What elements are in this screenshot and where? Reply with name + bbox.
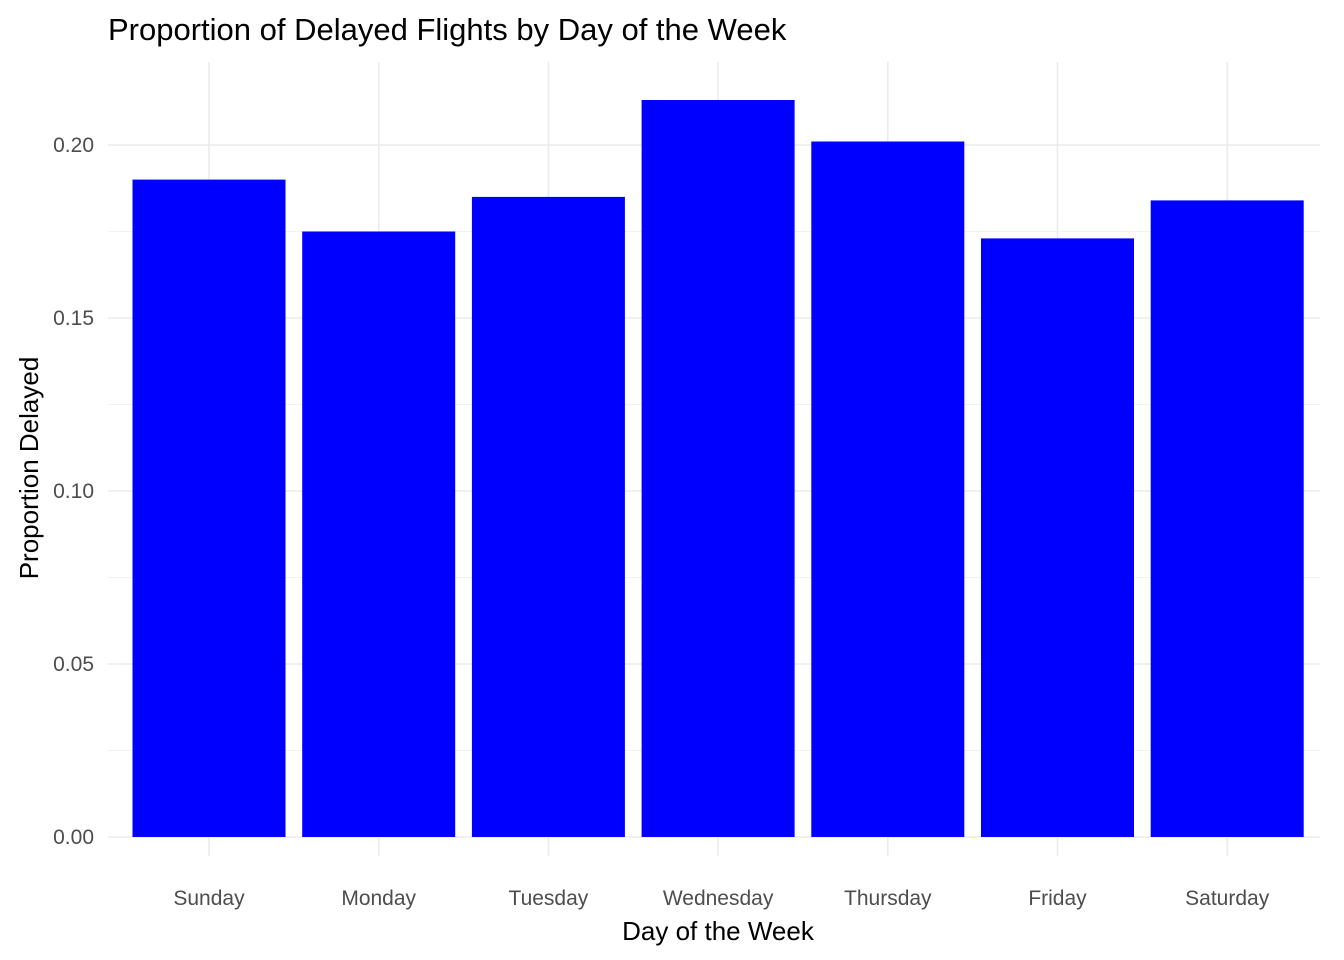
bar-tuesday — [471, 196, 625, 837]
y-tick-label: 0.15 — [53, 307, 94, 330]
x-tick-label: Friday — [1028, 887, 1087, 910]
x-tick-label: Tuesday — [509, 887, 589, 910]
y-tick-label: 0.10 — [53, 480, 94, 503]
bar-wednesday — [641, 100, 795, 837]
x-tick-label: Monday — [341, 887, 416, 910]
x-axis-label: Day of the Week — [622, 916, 815, 946]
y-axis-ticks: 0.00 0.05 0.10 0.15 0.20 — [53, 134, 94, 849]
x-tick-label: Wednesday — [663, 887, 774, 910]
bar-sunday — [132, 179, 286, 838]
y-tick-label: 0.05 — [53, 653, 94, 676]
bars — [132, 100, 1304, 838]
chart-title: Proportion of Delayed Flights by Day of … — [108, 12, 787, 47]
y-tick-label: 0.20 — [53, 134, 94, 157]
y-tick-label: 0.00 — [53, 826, 94, 849]
x-axis-ticks: Sunday Monday Tuesday Wednesday Thursday Frid… — [173, 887, 1269, 910]
x-tick-label: Thursday — [844, 887, 932, 910]
x-tick-label: Sunday — [173, 887, 245, 910]
bar-thursday — [811, 141, 965, 837]
bar-friday — [981, 238, 1134, 837]
bar-saturday — [1150, 200, 1304, 837]
y-axis-label: Proportion Delayed — [14, 357, 44, 580]
x-tick-label: Saturday — [1185, 887, 1270, 910]
bar-monday — [302, 231, 456, 837]
